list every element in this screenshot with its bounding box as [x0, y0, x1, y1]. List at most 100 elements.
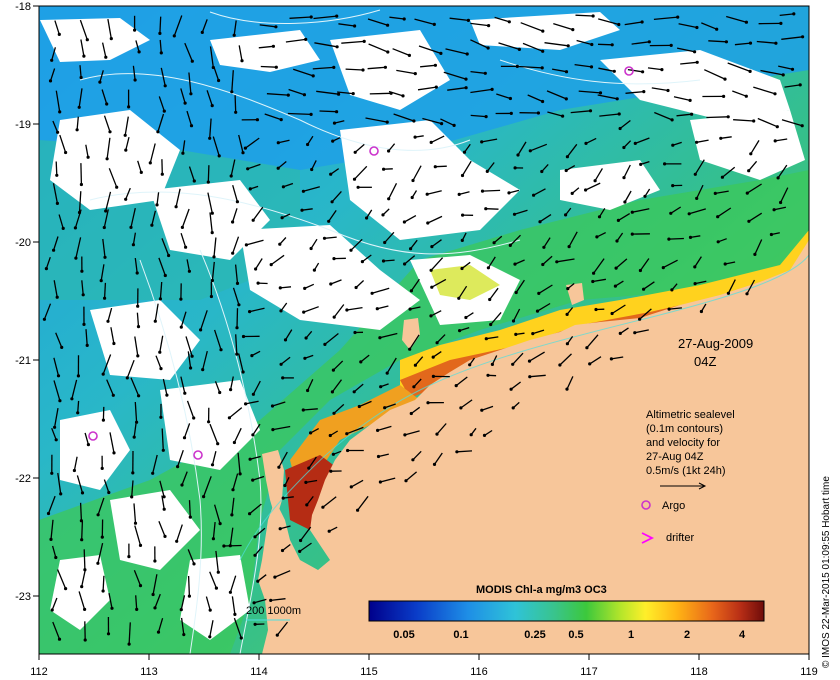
colorbar-title: MODIS Chl-a mg/m3 OC3 [476, 584, 607, 596]
velocity-arrow-head [537, 291, 541, 295]
velocity-arrow [368, 43, 389, 53]
velocity-arrow [84, 432, 90, 445]
velocity-arrow-head [584, 141, 588, 145]
velocity-arrow [647, 67, 662, 71]
velocity-arrow [338, 23, 355, 27]
velocity-arrow-head [159, 367, 163, 371]
velocity-arrow [748, 212, 763, 222]
velocity-arrow-head [564, 70, 569, 74]
velocity-arrow-head [435, 432, 439, 436]
velocity-arrow-head [106, 319, 110, 323]
velocity-arrow-head [401, 94, 405, 98]
velocity-arrow [721, 166, 736, 178]
velocity-arrow-head [724, 40, 729, 44]
velocity-arrow [284, 329, 293, 341]
velocity-arrow [231, 497, 235, 515]
velocity-arrow [551, 68, 567, 73]
velocity-arrow-head [184, 245, 188, 249]
velocity-arrow-head [75, 128, 79, 132]
velocity-arrow-head [250, 354, 254, 358]
velocity-arrow-head [86, 443, 90, 447]
velocity-arrow [585, 137, 597, 144]
velocity-arrow-head [541, 29, 545, 33]
velocity-arrow [514, 209, 528, 215]
velocity-arrow-head [222, 544, 226, 548]
velocity-arrow [414, 356, 424, 366]
velocity-arrow [377, 305, 389, 310]
velocity-arrow [209, 423, 219, 444]
velocity-arrow [388, 183, 398, 200]
velocity-arrow [389, 16, 405, 20]
velocity-arrow [232, 473, 239, 490]
velocity-arrow-head [251, 218, 255, 222]
velocity-arrow-head [413, 363, 417, 367]
velocity-arrow [508, 189, 520, 194]
velocity-arrow-head [53, 425, 57, 429]
velocity-arrow-head [328, 433, 332, 438]
velocity-arrow [514, 259, 525, 265]
velocity-arrow [496, 93, 511, 100]
velocity-arrow-head [464, 77, 468, 81]
velocity-arrow-head [387, 197, 391, 201]
velocity-arrow [779, 13, 794, 17]
velocity-arrow [162, 378, 168, 396]
velocity-arrow [431, 278, 447, 288]
velocity-arrow-head [179, 297, 183, 301]
velocity-arrow-head [614, 266, 618, 270]
velocity-arrow [589, 356, 602, 365]
velocity-arrow [512, 352, 524, 365]
velocity-arrow [83, 549, 86, 570]
colorbar-tick-label: 0.1 [453, 629, 468, 641]
velocity-arrow-head [55, 173, 59, 177]
velocity-arrow [341, 40, 365, 44]
velocity-arrow-head [276, 166, 280, 170]
velocity-arrow-head [156, 630, 161, 634]
velocity-arrow-head [211, 537, 215, 541]
velocity-arrow-head [214, 586, 218, 590]
velocity-arrow [436, 334, 446, 344]
velocity-arrow-head [136, 304, 140, 308]
velocity-arrow [54, 20, 60, 35]
velocity-arrow-head [323, 342, 327, 346]
velocity-arrow-head [210, 211, 214, 215]
velocity-arrow-head [248, 310, 252, 314]
velocity-arrow [307, 379, 314, 391]
velocity-arrow [134, 401, 138, 423]
velocity-arrow [570, 110, 591, 114]
velocity-arrow-head [426, 221, 430, 225]
velocity-arrow [252, 475, 265, 481]
velocity-arrow-head [85, 38, 89, 42]
velocity-arrow [377, 425, 392, 432]
velocity-arrow [410, 406, 421, 415]
velocity-arrow [559, 353, 572, 366]
velocity-arrow-head [231, 488, 235, 492]
velocity-arrow [158, 96, 165, 112]
velocity-arrow [228, 407, 243, 419]
velocity-arrow [252, 380, 261, 395]
velocity-arrow-head [283, 338, 288, 342]
velocity-arrow [396, 69, 416, 75]
velocity-arrow-head [469, 433, 473, 437]
velocity-arrow [384, 231, 395, 243]
velocity-arrow-head [110, 606, 114, 610]
velocity-arrow [187, 549, 195, 565]
velocity-arrow [748, 160, 758, 172]
velocity-arrow-head [217, 78, 221, 83]
velocity-arrow-head [57, 637, 62, 641]
velocity-arrow [124, 116, 129, 136]
velocity-arrow-head [153, 606, 157, 610]
velocity-arrow [627, 68, 643, 73]
velocity-arrow [494, 16, 510, 23]
velocity-arrow-head [216, 442, 220, 446]
velocity-arrow [287, 112, 312, 116]
velocity-arrow-head [50, 471, 54, 475]
velocity-arrow [485, 208, 499, 210]
lon-tick-label: 116 [470, 666, 488, 678]
velocity-arrow-head [248, 512, 252, 516]
velocity-arrow-head [585, 346, 589, 350]
velocity-arrow [209, 46, 214, 68]
velocity-arrow-head [109, 37, 113, 41]
velocity-arrow-head [101, 589, 105, 593]
velocity-arrow-head [719, 136, 723, 140]
velocity-arrow-head [46, 511, 51, 516]
